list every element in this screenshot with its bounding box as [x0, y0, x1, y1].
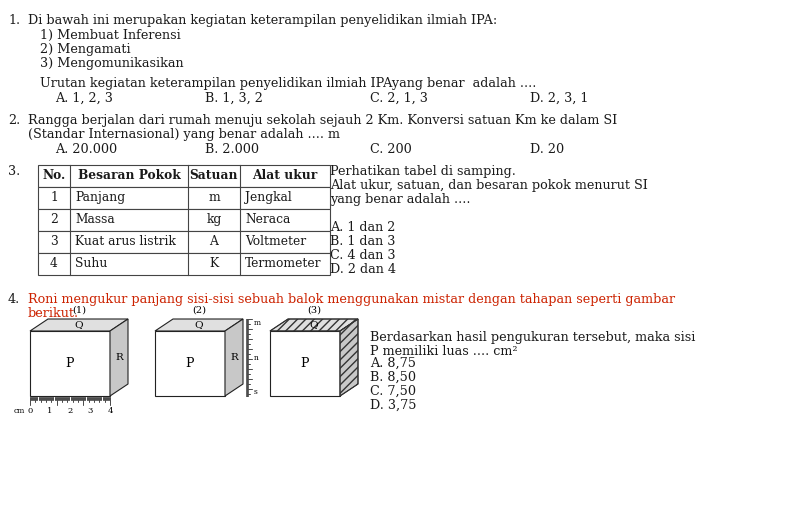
Text: 2) Mengamati: 2) Mengamati: [40, 43, 131, 56]
Text: D. 20: D. 20: [530, 143, 564, 156]
Text: B. 2.000: B. 2.000: [205, 143, 259, 156]
Text: C. 200: C. 200: [370, 143, 412, 156]
Text: C. 7,50: C. 7,50: [370, 385, 416, 398]
Polygon shape: [225, 319, 243, 396]
Text: P: P: [301, 357, 309, 370]
Text: A: A: [209, 235, 218, 248]
Text: Roni mengukur panjang sisi-sisi sebuah balok menggunakan mistar dengan tahapan s: Roni mengukur panjang sisi-sisi sebuah b…: [28, 293, 675, 306]
Text: Alat ukur: Alat ukur: [252, 169, 318, 182]
Text: Suhu: Suhu: [75, 257, 107, 270]
Text: C. 4 dan 3: C. 4 dan 3: [330, 249, 395, 262]
Text: 4: 4: [50, 257, 58, 270]
Text: Termometer: Termometer: [245, 257, 322, 270]
Text: berikut.: berikut.: [28, 307, 79, 320]
Text: D. 2 dan 4: D. 2 dan 4: [330, 263, 396, 276]
Text: (Standar Internasional) yang benar adalah .... m: (Standar Internasional) yang benar adala…: [28, 128, 340, 141]
Polygon shape: [340, 319, 358, 396]
Bar: [38, 165, 330, 187]
Text: 3: 3: [50, 235, 58, 248]
Text: 3.: 3.: [8, 165, 20, 178]
Text: Neraca: Neraca: [245, 213, 290, 226]
Text: m: m: [208, 191, 220, 204]
Text: P: P: [65, 357, 74, 370]
Text: 3) Mengomunikasikan: 3) Mengomunikasikan: [40, 57, 183, 70]
Text: Jengkal: Jengkal: [245, 191, 292, 204]
Text: Q: Q: [309, 321, 318, 330]
Text: kg: kg: [206, 213, 221, 226]
Text: R: R: [230, 353, 238, 362]
Bar: [30, 331, 110, 396]
Text: 3: 3: [87, 407, 93, 415]
Text: Satuan: Satuan: [190, 169, 238, 182]
Polygon shape: [110, 319, 128, 396]
Text: P memiliki luas .... cm²: P memiliki luas .... cm²: [370, 345, 517, 358]
Bar: [270, 331, 340, 396]
Bar: [38, 253, 330, 275]
Text: cm: cm: [14, 407, 25, 415]
Text: No.: No.: [42, 169, 65, 182]
Text: Perhatikan tabel di samping.: Perhatikan tabel di samping.: [330, 165, 516, 178]
Text: Q: Q: [195, 321, 204, 330]
Text: Urutan kegiatan keterampilan penyelidikan ilmiah IPAyang benar  adalah ....: Urutan kegiatan keterampilan penyelidika…: [40, 77, 537, 90]
Text: D. 2, 3, 1: D. 2, 3, 1: [530, 92, 588, 105]
Bar: [38, 209, 330, 231]
Bar: [155, 331, 225, 396]
Text: (2): (2): [192, 306, 206, 315]
Text: 2: 2: [67, 407, 73, 415]
Text: Panjang: Panjang: [75, 191, 125, 204]
Text: m: m: [254, 319, 261, 327]
Text: D. 3,75: D. 3,75: [370, 399, 416, 412]
Text: yang benar adalah ....: yang benar adalah ....: [330, 193, 470, 206]
Text: R: R: [115, 353, 123, 362]
Text: Di bawah ini merupakan kegiatan keterampilan penyelidikan ilmiah IPA:: Di bawah ini merupakan kegiatan keteramp…: [28, 14, 497, 27]
Text: n: n: [254, 354, 259, 361]
Text: B. 8,50: B. 8,50: [370, 371, 416, 384]
Polygon shape: [30, 319, 128, 331]
Text: K: K: [209, 257, 218, 270]
Text: 1.: 1.: [8, 14, 20, 27]
Text: C. 2, 1, 3: C. 2, 1, 3: [370, 92, 428, 105]
Text: A. 20.000: A. 20.000: [55, 143, 117, 156]
Text: 4: 4: [107, 407, 113, 415]
Text: A. 1, 2, 3: A. 1, 2, 3: [55, 92, 113, 105]
Text: Kuat arus listrik: Kuat arus listrik: [75, 235, 176, 248]
Text: Rangga berjalan dari rumah menuju sekolah sejauh 2 Km. Konversi satuan Km ke dal: Rangga berjalan dari rumah menuju sekola…: [28, 114, 617, 127]
Text: Voltmeter: Voltmeter: [245, 235, 306, 248]
Text: 2.: 2.: [8, 114, 20, 127]
Bar: [38, 231, 330, 253]
Text: 1) Membuat Inferensi: 1) Membuat Inferensi: [40, 29, 181, 42]
Polygon shape: [270, 319, 358, 331]
Polygon shape: [155, 319, 243, 331]
Text: 1: 1: [48, 407, 53, 415]
Text: Massa: Massa: [75, 213, 115, 226]
Text: Berdasarkan hasil pengukuran tersebut, maka sisi: Berdasarkan hasil pengukuran tersebut, m…: [370, 331, 696, 344]
Text: B. 1 dan 3: B. 1 dan 3: [330, 235, 395, 248]
Text: 1: 1: [50, 191, 58, 204]
Text: Q: Q: [74, 321, 83, 330]
Text: B. 1, 3, 2: B. 1, 3, 2: [205, 92, 263, 105]
Text: s: s: [254, 388, 258, 396]
Text: (3): (3): [307, 306, 321, 315]
Text: P: P: [186, 357, 194, 370]
Bar: [38, 187, 330, 209]
Text: 0: 0: [27, 407, 32, 415]
Text: A. 1 dan 2: A. 1 dan 2: [330, 221, 395, 234]
Text: Besaran Pokok: Besaran Pokok: [78, 169, 180, 182]
Text: 4.: 4.: [8, 293, 20, 306]
Text: Alat ukur, satuan, dan besaran pokok menurut SI: Alat ukur, satuan, dan besaran pokok men…: [330, 179, 648, 192]
Text: (1): (1): [72, 306, 86, 315]
Text: A. 8,75: A. 8,75: [370, 357, 416, 370]
Text: 2: 2: [50, 213, 58, 226]
